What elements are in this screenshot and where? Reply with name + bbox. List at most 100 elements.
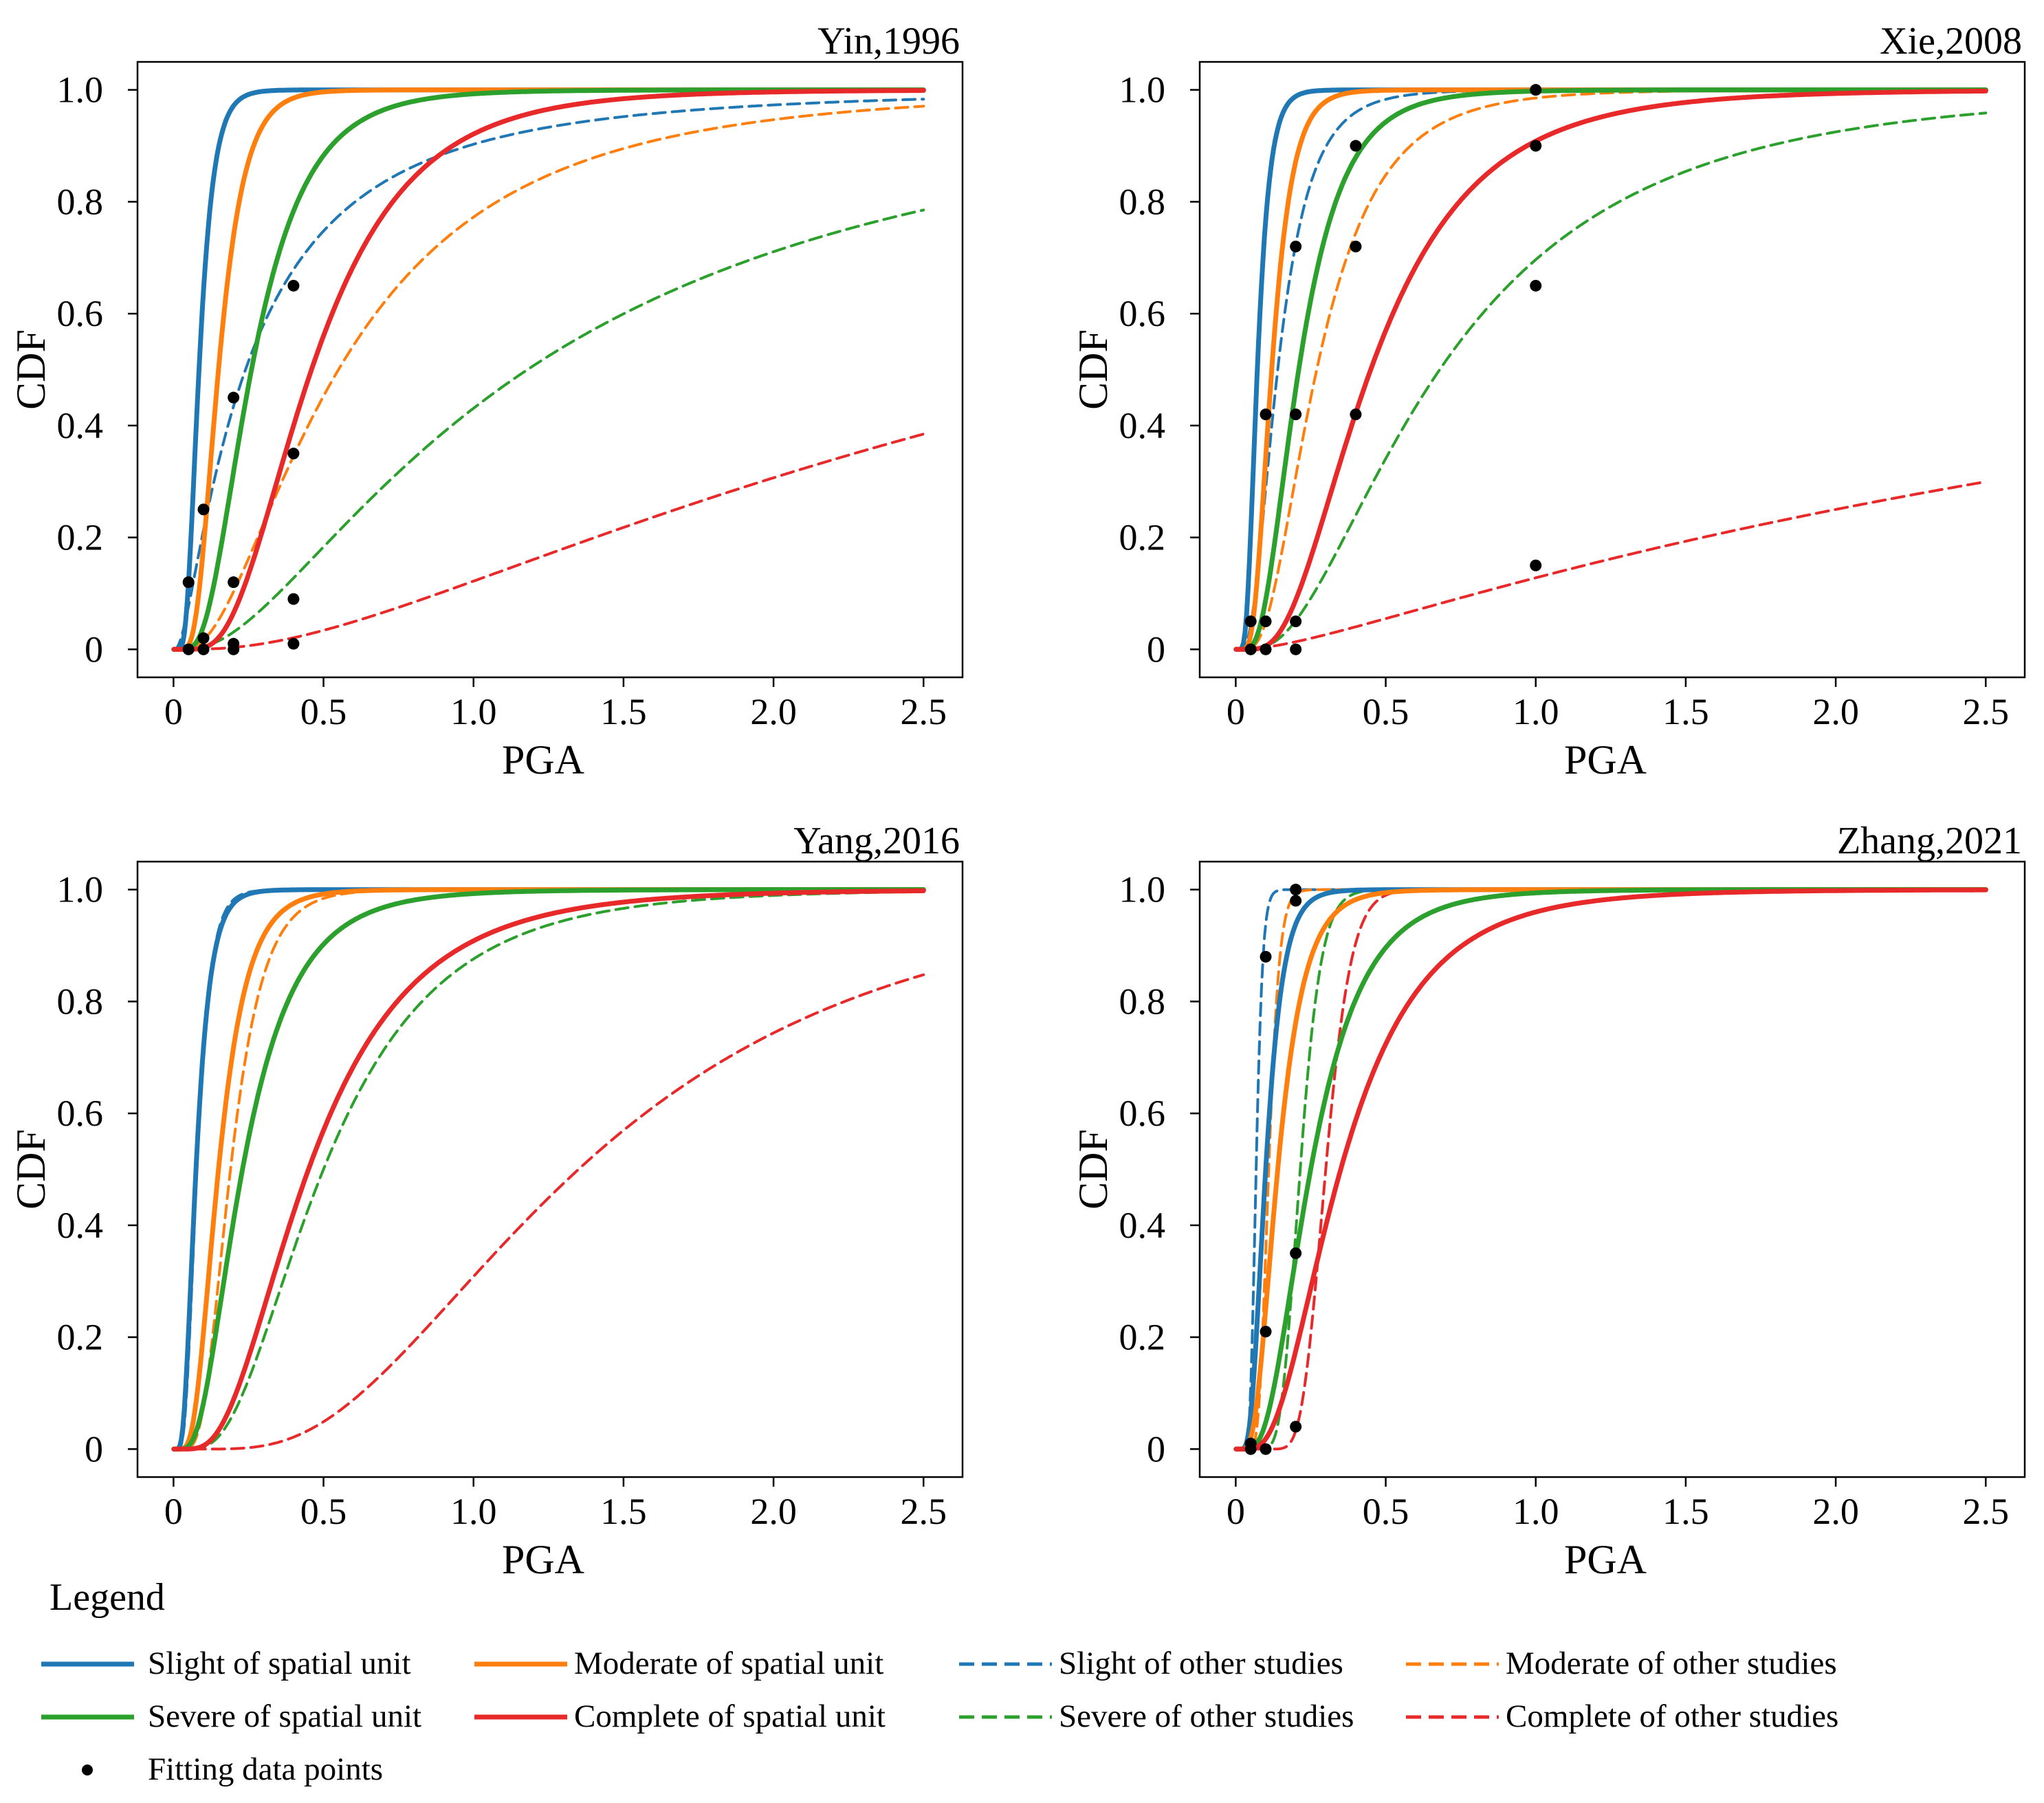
fitting-data-point <box>1244 1443 1257 1455</box>
fitting-data-point <box>287 637 300 650</box>
x-tick-label: 1.0 <box>1513 1491 1559 1532</box>
y-tick-label: 0.6 <box>1119 1093 1166 1134</box>
y-axis-label: CDF <box>8 1129 54 1210</box>
y-tick-label: 1.0 <box>1119 69 1166 111</box>
fitting-data-point <box>1530 279 1542 292</box>
legend-entry-severe-unit: Severe of spatial unit <box>41 1698 421 1734</box>
x-tick-label: 0 <box>1227 691 1245 732</box>
legend-entry-severe-other: Severe of other studies <box>959 1698 1354 1734</box>
y-tick-label: 0 <box>1147 629 1165 670</box>
legend-label-severe-unit: Severe of spatial unit <box>148 1698 421 1734</box>
y-tick-label: 1.0 <box>57 869 104 910</box>
fitting-data-point <box>197 643 210 655</box>
fitting-data-point <box>197 503 210 516</box>
x-tick-label: 2.5 <box>1963 691 2010 732</box>
plot-frame <box>136 61 964 679</box>
x-tick-label: 0 <box>1227 1491 1245 1532</box>
plot-frame <box>136 860 964 1478</box>
x-axis-label: PGA <box>502 737 584 783</box>
legend-entry-complete-unit: Complete of spatial unit <box>474 1698 886 1734</box>
x-tick-label: 1.0 <box>1513 691 1559 732</box>
y-tick-label: 0.2 <box>1119 517 1166 558</box>
fitting-data-point <box>1260 1443 1272 1455</box>
x-tick-label: 1.5 <box>1662 1491 1709 1532</box>
x-axis-label: PGA <box>502 1537 584 1582</box>
y-tick-label: 0.4 <box>57 1205 104 1246</box>
fitting-data-point <box>1530 140 1542 152</box>
series-line-complete-other <box>172 973 925 1451</box>
series-line-complete-other <box>172 433 925 651</box>
fitting-data-point <box>1260 615 1272 628</box>
series-line-slight-unit <box>171 887 926 1452</box>
chart-title: Zhang,2021 <box>1837 820 2022 862</box>
series-line-severe-unit <box>1233 87 1988 652</box>
series-line-severe-other <box>172 208 925 651</box>
x-axis-label: PGA <box>1564 1537 1647 1582</box>
chart-title: Xie,2008 <box>1880 20 2022 63</box>
legend-entry-complete-other: Complete of other studies <box>1406 1698 1838 1734</box>
fitting-data-point <box>1350 408 1362 421</box>
x-tick-label: 0.5 <box>300 1491 347 1532</box>
x-tick-label: 2.5 <box>901 691 947 732</box>
legend-label-moderate-unit: Moderate of spatial unit <box>574 1646 883 1681</box>
series-line-moderate-unit <box>171 887 926 1452</box>
y-tick-label: 0.2 <box>57 1317 104 1358</box>
x-axis-label: PGA <box>1564 737 1647 783</box>
series-line-slight-other <box>172 98 925 651</box>
x-tick-label: 2.0 <box>1812 691 1859 732</box>
y-tick-label: 0.4 <box>1119 405 1166 446</box>
y-tick-label: 0.4 <box>1119 1205 1166 1246</box>
fitting-data-point <box>1260 1325 1272 1337</box>
series-line-slight-other <box>172 888 925 1451</box>
legend-entry-points: Fitting data points <box>82 1751 383 1787</box>
x-tick-label: 1.5 <box>600 1491 647 1532</box>
y-tick-label: 0.8 <box>57 981 104 1022</box>
fitting-data-point <box>1290 1421 1302 1433</box>
legend-swatch-points <box>82 1764 93 1775</box>
legend-label-severe-other: Severe of other studies <box>1059 1698 1354 1734</box>
fitting-data-point <box>1290 241 1302 252</box>
fitting-data-point <box>1290 615 1302 628</box>
y-tick-label: 0.8 <box>1119 981 1166 1022</box>
y-tick-label: 0.2 <box>57 517 104 558</box>
fitting-data-point <box>1350 241 1362 252</box>
legend-title: Legend <box>50 1576 165 1619</box>
y-axis-label: CDF <box>8 329 54 410</box>
fitting-data-point <box>1290 408 1302 421</box>
y-tick-label: 0.8 <box>57 181 104 222</box>
x-tick-label: 1.0 <box>450 691 497 732</box>
fitting-data-point <box>1244 643 1257 655</box>
y-tick-label: 1.0 <box>1119 869 1166 910</box>
y-axis-label: CDF <box>1070 329 1116 410</box>
series-line-severe-other <box>172 890 925 1451</box>
chart-panel-2: Xie,2008 0 0.5 1.0 1.5 2.0 2.5 0 0.2 0.4 0.6 0.8 1.0… <box>1070 20 2026 783</box>
legend-entry-slight-unit: Slight of spatial unit <box>41 1646 411 1681</box>
series-line-moderate-other <box>172 888 925 1451</box>
series-line-slight-other <box>1234 88 1988 651</box>
y-axis-label: CDF <box>1070 1129 1116 1210</box>
legend-label-complete-unit: Complete of spatial unit <box>574 1698 886 1734</box>
fitting-data-point <box>182 643 195 655</box>
chart-title: Yin,1996 <box>817 20 960 63</box>
y-tick-label: 1.0 <box>57 69 104 111</box>
legend-label-slight-unit: Slight of spatial unit <box>148 1646 411 1681</box>
fitting-data-point <box>1350 140 1362 152</box>
x-tick-label: 2.5 <box>1963 1491 2010 1532</box>
series-line-complete-other <box>1234 888 1988 1451</box>
x-tick-label: 1.5 <box>1662 691 1709 732</box>
fitting-data-point <box>1260 408 1272 421</box>
legend-label-moderate-other: Moderate of other studies <box>1506 1646 1837 1681</box>
fitting-data-point <box>228 391 240 404</box>
y-tick-label: 0 <box>85 1428 103 1469</box>
series-line-complete-other <box>1234 480 1988 651</box>
legend-label-slight-other: Slight of other studies <box>1059 1646 1343 1681</box>
chart-panels: Yin,1996 0 0.5 1.0 1.5 2.0 2.5 0 0.2 0.4 0.6 0.8 1.0… <box>8 20 2026 1582</box>
y-tick-label: 0 <box>85 629 103 670</box>
y-tick-label: 0.4 <box>57 405 104 446</box>
series-line-complete-unit <box>171 88 926 652</box>
fitting-data-point <box>1290 884 1302 896</box>
fitting-data-point <box>228 643 240 655</box>
plot-frame <box>1198 61 2026 679</box>
fitting-data-point <box>287 593 300 605</box>
fitting-data-point <box>1244 615 1257 628</box>
